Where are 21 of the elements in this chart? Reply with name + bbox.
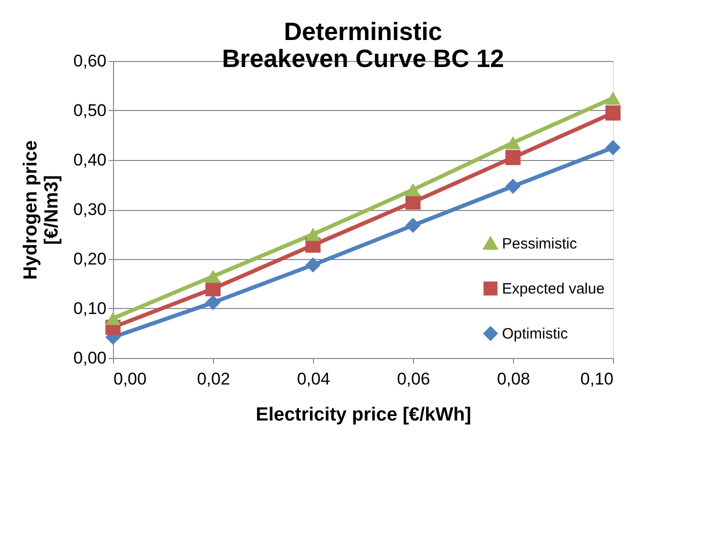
text: Deterministic	[284, 18, 442, 46]
legend-label: Pessimistic	[502, 236, 578, 252]
y-tick-label: 0,10	[73, 299, 106, 318]
x-tick-label: 0,00	[114, 370, 147, 388]
y-tick-label: 0,40	[73, 150, 106, 170]
text: Hydrogen price	[20, 140, 42, 280]
x-tick-label: 0,08	[496, 370, 530, 388]
legend-label: Expected value	[502, 280, 605, 298]
text: [€/Nm3]	[41, 175, 62, 245]
x-tick-label: 0,02	[196, 370, 230, 388]
y-tick-label: 0,50	[73, 101, 106, 120]
legend-label: Optimistic	[502, 326, 568, 342]
x-tick-label: 0,10	[580, 370, 614, 388]
x-tick-label: 0,04	[296, 370, 330, 388]
x-axis-title: Electricity price [€/kWh]	[256, 404, 472, 426]
y-tick-label: 0,00	[73, 348, 106, 368]
x-tick-label: 0,06	[396, 370, 430, 388]
y-tick-label: 0,60	[73, 52, 106, 70]
y-tick-label: 0,30	[73, 200, 106, 219]
y-tick-label: 0,20	[73, 250, 106, 268]
text: Breakeven Curve BC 12	[222, 45, 504, 73]
